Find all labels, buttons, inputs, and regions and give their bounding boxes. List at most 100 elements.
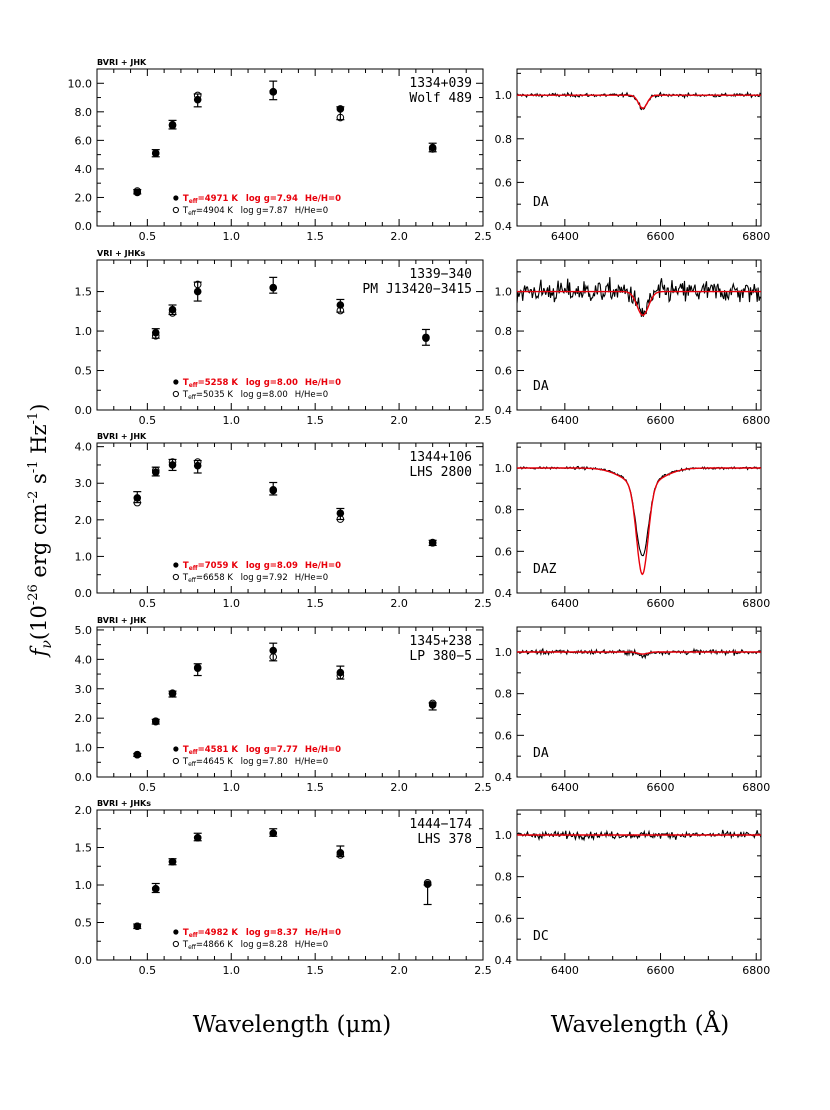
sed-ytick-label: 10.0	[68, 77, 93, 90]
legend-filled-marker	[173, 746, 179, 752]
sed-object-alias: LHS 378	[417, 832, 472, 847]
legend-teff-symbol: T	[183, 745, 189, 755]
spectrum-xtick-label: 6600	[647, 230, 675, 243]
sed-xtick-label: 1.0	[223, 781, 241, 794]
legend-composition: H/He=0	[295, 206, 328, 216]
legend-filled-marker	[173, 195, 179, 201]
sed-object-alias: LP 380−5	[409, 649, 472, 664]
spectrum-xtick-label: 6800	[742, 597, 770, 610]
spectrum-ytick-label: 0.6	[495, 729, 513, 742]
sed-ytick-label: 1.0	[75, 742, 93, 755]
spectrum-ytick-label: 1.0	[495, 646, 513, 659]
legend-open-text: Teff=4904 K log g=7.87 H/He=0	[182, 206, 328, 217]
spectrum-xlabel: Wavelength (Å)	[551, 1010, 729, 1038]
spectral-type-label: DA	[533, 746, 549, 761]
spectrum-xtick-label: 6800	[742, 230, 770, 243]
sed-object-name: 1334+039	[409, 76, 472, 91]
legend-filled-text: Teff=4982 K log g=8.37 He/H=0	[183, 928, 341, 939]
legend-teff-sub: eff	[188, 394, 197, 401]
shared-ylabel: fν(10-26 erg cm-2 s-1 Hz-1)	[26, 404, 55, 659]
legend-filled-text: Teff=7059 K log g=8.09 He/H=0	[183, 561, 341, 572]
observed-spectrum-line	[516, 277, 762, 317]
legend-teff-sub: eff	[189, 932, 198, 939]
spectrum-panel-5: 0.4 0.6 0.8 1.0 6400 6600 6800 DC	[495, 809, 770, 977]
legend-teff-value: =7059 K	[198, 561, 239, 571]
legend-teff-symbol: T	[183, 378, 189, 388]
legend-logg: log g=7.77	[243, 745, 298, 755]
legend-logg: log g=8.00	[238, 390, 288, 400]
sed-ytick-label: 4.0	[75, 653, 93, 666]
sed-ytick-label: 1.0	[75, 325, 93, 338]
sed-xtick-label: 2.0	[390, 414, 408, 427]
ylabel-exp4: -1	[26, 412, 41, 425]
sed-xtick-label: 2.5	[474, 964, 492, 977]
sed-ytick-label: 4.0	[75, 441, 93, 454]
sed-panel-2: 0.0 0.5 1.0 1.5 0.5 1.0 1.5 2.0 2.5 VRI + JHKs 133…	[75, 249, 492, 427]
ylabel-unit1: erg cm	[27, 503, 51, 584]
legend-open-marker	[172, 757, 179, 765]
panels-group: 0.0 2.0 4.0 6.0 8.0 10.0 0.5 1.0 1.5 2.0 2.5 BVRI +…	[68, 58, 771, 977]
sed-plot-frame	[96, 442, 484, 594]
legend-teff-value: =4581 K	[198, 745, 239, 755]
sed-ytick-label: 2.0	[75, 514, 93, 527]
legend-filled-marker	[173, 562, 179, 568]
legend-composition: H/He=0	[295, 573, 328, 583]
sed-xtick-label: 1.5	[306, 964, 324, 977]
legend-filled-text: Teff=4971 K log g=7.94 He/H=0	[183, 194, 341, 205]
sed-object-alias: PM J13420−3415	[362, 282, 472, 297]
sed-object-alias: Wolf 489	[409, 91, 472, 106]
spectrum-xtick-label: 6400	[551, 964, 579, 977]
legend-teff-value: =4971 K	[198, 194, 239, 204]
spectrum-xtick-label: 6400	[551, 781, 579, 794]
spectrum-plot-frame	[516, 259, 762, 411]
legend-composition: He/H=0	[305, 928, 341, 938]
legend-teff-symbol: T	[183, 561, 189, 571]
legend-teff-symbol: T	[182, 757, 189, 767]
spectrum-ytick-label: 0.6	[495, 545, 513, 558]
ylabel-unit2: s	[27, 473, 51, 490]
sed-xtick-label: 1.0	[223, 414, 241, 427]
sed-ytick-label: 1.5	[75, 842, 93, 855]
sed-object-name: 1339−340	[409, 267, 472, 282]
sed-ytick-label: 0.0	[75, 404, 93, 417]
legend-filled-marker	[173, 929, 179, 935]
legend-logg: log g=8.09	[243, 561, 298, 571]
sed-xtick-label: 1.5	[306, 781, 324, 794]
legend-filled-text: Teff=5258 K log g=8.00 He/H=0	[183, 378, 341, 389]
ylabel-nu: ν	[39, 640, 55, 649]
legend-open-marker	[172, 390, 179, 398]
sed-xtick-label: 0.5	[139, 230, 157, 243]
sed-panel-5: 0.0 0.5 1.0 1.5 2.0 0.5 1.0 1.5 2.0 2.5 BVRI + JHK…	[75, 799, 492, 977]
legend-teff-sub: eff	[189, 198, 198, 205]
observed-spectrum-line	[516, 465, 761, 557]
sed-filters-label: BVRI + JHK	[97, 616, 147, 625]
sed-xtick-label: 2.0	[390, 597, 408, 610]
sed-xtick-label: 1.0	[223, 597, 241, 610]
sed-ytick-label: 6.0	[75, 134, 93, 147]
ylabel-unit3: Hz	[27, 424, 51, 460]
spectrum-ytick-label: 1.0	[495, 829, 513, 842]
sed-filters-label: BVRI + JHK	[97, 58, 147, 67]
sed-object-name: 1345+238	[409, 634, 472, 649]
legend-teff-symbol: T	[182, 573, 189, 583]
sed-ytick-label: 2.0	[75, 712, 93, 725]
spectrum-xtick-label: 6800	[742, 781, 770, 794]
sed-filters-label: VRI + JHKs	[97, 249, 145, 258]
legend-teff-value: =4866 K	[196, 940, 233, 950]
spectrum-xtick-label: 6600	[647, 597, 675, 610]
legend-composition: He/H=0	[305, 561, 341, 571]
sed-ytick-label: 0.0	[75, 587, 93, 600]
spectral-type-label: DAZ	[533, 562, 557, 577]
sed-xtick-label: 2.0	[390, 964, 408, 977]
spectrum-xtick-label: 6600	[647, 414, 675, 427]
sed-xtick-label: 2.5	[474, 597, 492, 610]
legend-open-text: Teff=4866 K log g=8.28 H/He=0	[182, 940, 328, 951]
legend-filled-marker	[173, 379, 179, 385]
sed-xtick-label: 2.5	[474, 414, 492, 427]
sed-xtick-label: 1.0	[223, 964, 241, 977]
legend-teff-symbol: T	[183, 928, 189, 938]
spectrum-ytick-label: 0.4	[495, 404, 513, 417]
sed-xtick-label: 1.5	[306, 230, 324, 243]
